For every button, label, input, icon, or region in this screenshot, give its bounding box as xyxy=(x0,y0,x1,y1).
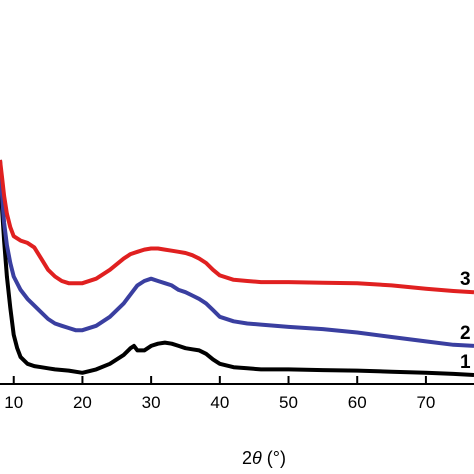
x-tick-label: 60 xyxy=(348,393,367,412)
x-axis-title: 2θ (°) xyxy=(242,448,286,468)
plot-series xyxy=(0,159,474,377)
x-axis-title-symbol: θ xyxy=(252,448,262,468)
series-label-3: 3 xyxy=(460,269,471,290)
x-axis-title-prefix: 2 xyxy=(242,448,252,468)
x-tick-label: 70 xyxy=(416,393,435,412)
series-label-2: 2 xyxy=(460,323,471,344)
series-line-3 xyxy=(0,159,474,295)
x-tick-label: 50 xyxy=(279,393,298,412)
x-tick-label: 10 xyxy=(4,393,23,412)
series-line-2 xyxy=(0,159,474,348)
x-tick-label: 40 xyxy=(210,393,229,412)
series-line-1 xyxy=(0,159,474,377)
x-tick-label: 20 xyxy=(73,393,92,412)
x-axis-title-suffix: (°) xyxy=(262,448,286,468)
x-ticks: 10 20 30 40 50 60 70 xyxy=(4,376,435,412)
series-label-1: 1 xyxy=(460,352,471,373)
x-tick-label: 30 xyxy=(142,393,161,412)
series-labels: 1 2 3 xyxy=(460,269,471,373)
